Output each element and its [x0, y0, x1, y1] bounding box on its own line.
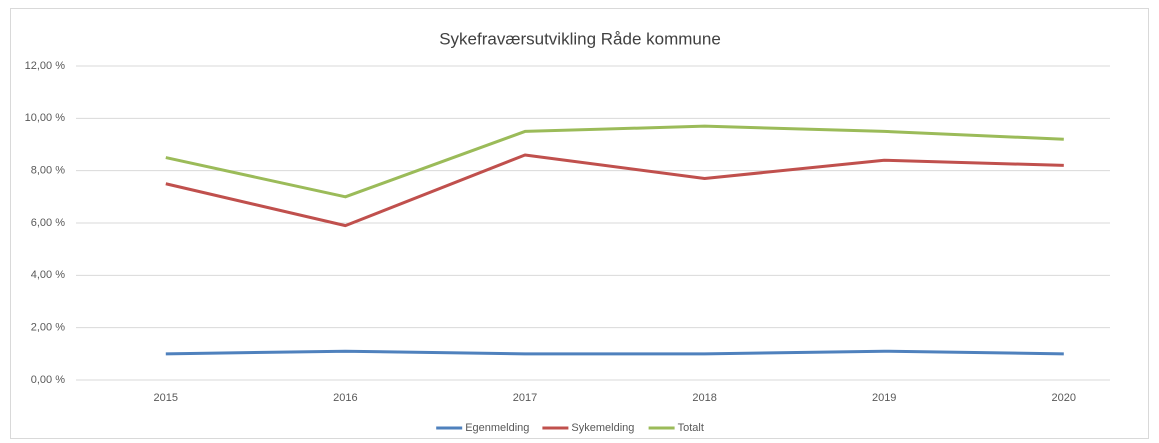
series-line [165, 349, 1064, 356]
x-tick-label: 2019 [872, 392, 896, 404]
x-tick-label: 2015 [154, 392, 178, 404]
legend-label: Totalt [678, 422, 704, 434]
y-tick-label: 0,00 % [31, 374, 65, 386]
series-line [165, 124, 1064, 199]
x-tick-label: 2016 [333, 392, 357, 404]
y-tick-label: 4,00 % [31, 269, 65, 281]
x-tick-label: 2017 [513, 392, 537, 404]
y-tick-label: 6,00 % [31, 217, 65, 229]
series-line [165, 153, 1064, 228]
y-tick-label: 10,00 % [25, 112, 66, 124]
y-tick-label: 12,00 % [25, 60, 66, 72]
x-tick-label: 2020 [1052, 392, 1076, 404]
legend-label: Egenmelding [465, 422, 529, 434]
x-tick-label: 2018 [692, 392, 716, 404]
chart-title: Sykefraværsutvikling Råde kommune [439, 29, 721, 48]
y-tick-label: 8,00 % [31, 165, 65, 177]
legend-label: Sykemelding [571, 422, 634, 434]
y-tick-label: 2,00 % [31, 322, 65, 334]
